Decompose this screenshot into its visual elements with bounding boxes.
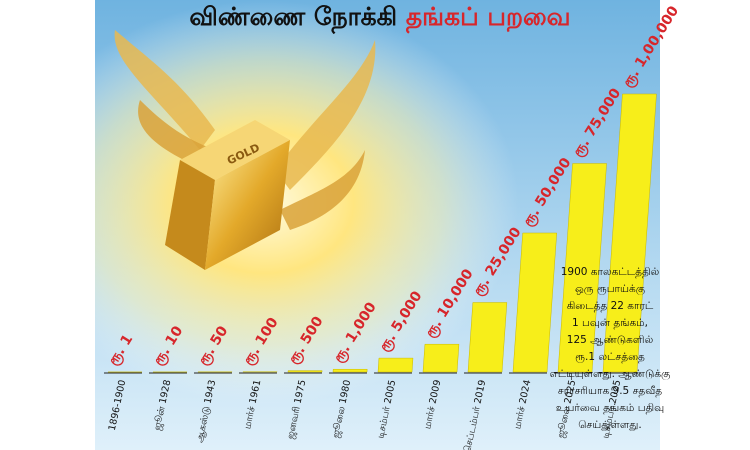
bar bbox=[287, 370, 323, 373]
annotation-line: கிடைத்த 22 காரட் bbox=[567, 300, 654, 312]
bar bbox=[467, 302, 508, 373]
bar bbox=[557, 163, 607, 373]
annotation-line: சராசரியாக 9.5 சதவீத bbox=[558, 385, 662, 397]
title-part: தங்கப் பறவை bbox=[406, 2, 571, 34]
annotation-line: ரூ.1 லட்சத்தை bbox=[575, 351, 645, 363]
title-part: விண்ணை நோக்கி bbox=[189, 2, 397, 34]
annotation-line: செய்துள்ளது. bbox=[578, 419, 642, 431]
annotation-line: உயர்வை தங்கம் பதிவு bbox=[556, 402, 664, 414]
bar bbox=[602, 93, 657, 373]
bar bbox=[512, 232, 557, 373]
annotation-line: ஒரு ரூபாய்க்கு bbox=[575, 283, 646, 297]
annotation-line: 1 பவுன் தங்கம், bbox=[572, 317, 648, 329]
chart-title: விண்ணை நோக்கி தங்கப் பறவை bbox=[189, 2, 570, 34]
illustration: GOLD bbox=[114, 30, 376, 270]
bar bbox=[422, 343, 460, 373]
annotation-line: 125 ஆண்டுகளில் bbox=[567, 334, 654, 346]
bar bbox=[332, 368, 368, 373]
bar bbox=[377, 357, 414, 373]
annotation-line: எட்டியுள்ளது. ஆண்டுக்கு bbox=[550, 368, 671, 382]
annotation-line: 1900 காலகட்டத்தில் bbox=[561, 266, 660, 278]
